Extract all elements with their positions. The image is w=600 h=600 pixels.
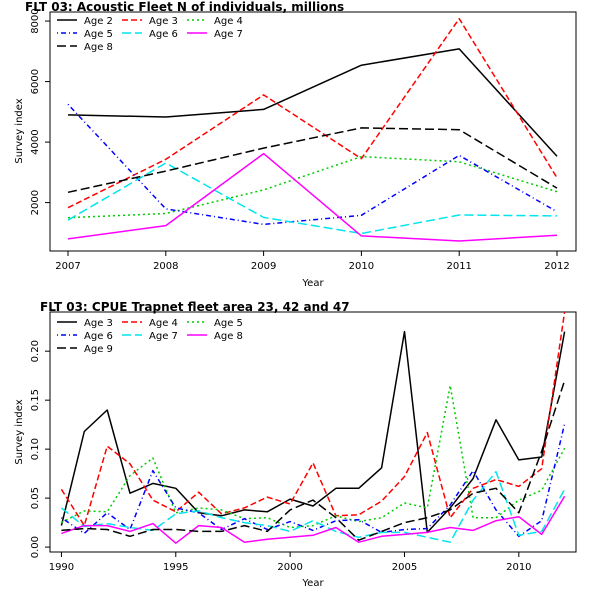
legend-label-age-3: Age 3 [84, 318, 113, 329]
series-line-age-7 [67, 152, 558, 242]
legend-label-age-5: Age 5 [214, 318, 243, 329]
y-axis: 2000 4000 6000 8000 [30, 8, 50, 215]
legend-label-age-8: Age 8 [214, 331, 243, 342]
x-axis: 1990 1995 2000 2005 2010 [49, 552, 532, 573]
legend-label-age-4: Age 4 [214, 16, 243, 27]
y-axis: 0.00 0.05 0.10 0.15 0.20 [30, 340, 50, 558]
series-line-age-3 [67, 17, 558, 209]
x-tick-label: 1990 [49, 562, 74, 573]
x-tick-label: 2007 [55, 261, 80, 272]
series-line-age-8 [61, 495, 566, 544]
x-tick-label: 2008 [153, 261, 178, 272]
x-tick-label: 2010 [506, 562, 531, 573]
trapnet-fleet-panel: FLT 03: CPUE Trapnet fleet area 23, 42 a… [14, 300, 577, 589]
chart-title: FLT 03: Acoustic Fleet N of individuals,… [25, 0, 344, 14]
series-lines [60, 311, 566, 544]
series-line-age-4 [60, 311, 566, 527]
legend-label-age-3: Age 3 [149, 16, 178, 27]
series-line-age-7 [60, 470, 566, 543]
y-tick-label: 4000 [30, 129, 41, 154]
plot-frame [49, 311, 577, 553]
chart-title: FLT 03: CPUE Trapnet fleet area 23, 42 a… [40, 300, 350, 314]
series-line-age-2 [67, 48, 558, 157]
legend-label-age-2: Age 2 [84, 16, 113, 27]
legend: Age 2 Age 3 Age 4 Age 5 Age 6 Age 7 Age 8 [57, 16, 243, 53]
x-tick-label: 2011 [446, 261, 471, 272]
legend-label-age-6: Age 6 [84, 331, 113, 342]
series-line-age-9 [61, 380, 566, 541]
series-line-age-4 [67, 155, 558, 219]
series-line-age-3 [60, 330, 566, 534]
legend-label-age-8: Age 8 [84, 42, 113, 53]
x-tick-label: 2010 [349, 261, 374, 272]
acoustic-fleet-panel: FLT 03: Acoustic Fleet N of individuals,… [14, 0, 577, 289]
series-line-age-5 [61, 384, 566, 529]
y-tick-label: 8000 [30, 8, 41, 33]
y-tick-label: 2000 [30, 190, 41, 215]
series-line-age-8 [67, 127, 558, 194]
x-tick-label: 2005 [392, 562, 417, 573]
plot-frame [49, 11, 577, 252]
x-tick-label: 2012 [544, 261, 569, 272]
series-lines [67, 17, 558, 242]
legend-label-age-4: Age 4 [149, 318, 178, 329]
series-line-age-6 [67, 162, 558, 235]
y-tick-label: 0.05 [30, 487, 41, 509]
x-axis-label: Year [301, 278, 324, 289]
y-tick-label: 0.10 [30, 438, 41, 460]
legend-label-age-7: Age 7 [149, 331, 178, 342]
legend-label-age-7: Age 7 [214, 29, 243, 40]
y-tick-label: 0.15 [30, 389, 41, 411]
series-line-age-5 [67, 103, 558, 226]
x-tick-label: 2009 [251, 261, 276, 272]
x-axis: 2007 2008 2009 2010 2011 2012 [55, 251, 570, 272]
x-tick-label: 2000 [277, 562, 302, 573]
y-axis-label: Survey index [14, 98, 25, 163]
legend: Age 3 Age 4 Age 5 Age 6 Age 7 Age 8 Age 9 [57, 318, 243, 355]
legend-label-age-6: Age 6 [149, 29, 178, 40]
y-axis-label: Survey index [14, 399, 25, 464]
x-tick-label: 1995 [163, 562, 188, 573]
legend-label-age-5: Age 5 [84, 29, 113, 40]
y-tick-label: 6000 [30, 69, 41, 94]
x-axis-label: Year [301, 578, 324, 589]
series-line-age-6 [60, 423, 566, 538]
y-tick-label: 0.20 [30, 340, 41, 362]
y-tick-label: 0.00 [30, 536, 41, 558]
legend-label-age-9: Age 9 [84, 344, 113, 355]
